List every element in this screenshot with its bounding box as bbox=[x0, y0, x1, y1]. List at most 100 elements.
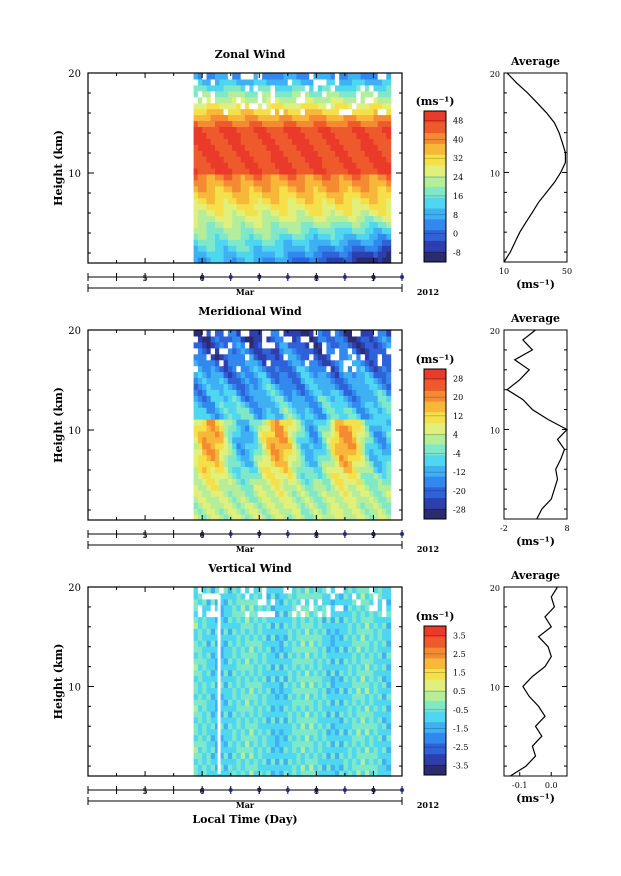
heatmap-cell bbox=[210, 156, 216, 163]
heatmap-cell bbox=[275, 610, 280, 618]
heatmap-cell bbox=[223, 191, 229, 199]
heatmap-cell bbox=[249, 746, 255, 753]
heatmap-cell bbox=[262, 734, 267, 742]
heatmap-cell bbox=[236, 746, 242, 753]
heatmap-cell bbox=[262, 699, 267, 706]
heatmap-cell bbox=[287, 330, 293, 337]
heatmap-cell bbox=[382, 347, 387, 355]
heatmap-cell bbox=[279, 96, 285, 104]
heatmap-cell bbox=[283, 646, 289, 653]
heatmap-cell bbox=[197, 84, 203, 92]
heatmap-cell bbox=[300, 675, 306, 683]
heatmap-cell bbox=[227, 699, 233, 706]
heatmap-cell bbox=[236, 430, 242, 438]
heatmap-cell bbox=[309, 377, 315, 384]
heatmap-cell bbox=[330, 245, 336, 252]
heatmap-cell bbox=[386, 185, 392, 193]
heatmap-cell bbox=[304, 191, 310, 199]
heatmap-cell bbox=[245, 215, 250, 222]
heatmap-cell bbox=[240, 413, 246, 420]
heatmap-cell bbox=[343, 359, 349, 367]
month-label: Mar bbox=[236, 544, 255, 554]
heatmap-cell bbox=[232, 371, 238, 379]
heatmap-cell bbox=[360, 173, 366, 181]
heatmap-cell bbox=[309, 407, 315, 414]
heatmap-cell bbox=[197, 126, 203, 133]
heatmap-cell bbox=[193, 652, 199, 659]
heatmap-cell bbox=[313, 179, 319, 187]
heatmap-cell bbox=[382, 711, 387, 718]
heatmap-cell bbox=[326, 233, 332, 240]
heatmap-cell bbox=[270, 173, 276, 181]
heatmap-cell bbox=[287, 687, 293, 694]
heatmap-cell bbox=[382, 209, 387, 217]
heatmap-cell bbox=[283, 138, 289, 145]
heatmap-cell bbox=[334, 640, 340, 647]
heatmap-cell bbox=[386, 102, 392, 110]
heatmap-cell bbox=[262, 132, 267, 139]
heatmap-cell bbox=[240, 460, 246, 468]
heatmap-cell bbox=[386, 150, 392, 157]
heatmap-cell bbox=[300, 73, 306, 80]
heatmap-cell bbox=[334, 628, 340, 635]
heatmap-cell bbox=[223, 484, 229, 491]
heatmap-cell bbox=[343, 401, 349, 408]
heatmap-cell bbox=[262, 442, 267, 450]
heatmap-cell bbox=[352, 126, 357, 133]
heatmap-cell bbox=[227, 353, 233, 361]
heatmap-cell bbox=[322, 221, 327, 228]
heatmap-cell bbox=[279, 687, 285, 694]
heatmap-cell bbox=[287, 407, 293, 414]
heatmap-cell bbox=[373, 239, 379, 246]
heatmap-cell bbox=[257, 640, 263, 647]
heatmap-cell bbox=[347, 669, 353, 677]
heatmap-cell bbox=[202, 239, 208, 246]
heatmap-cell bbox=[377, 401, 383, 408]
heatmap-cell bbox=[352, 514, 357, 521]
heatmap-cell bbox=[210, 84, 216, 92]
heatmap-cell bbox=[266, 722, 272, 730]
heatmap-cell bbox=[322, 389, 327, 396]
heatmap-cell bbox=[296, 341, 302, 349]
heatmap-cell bbox=[266, 728, 272, 736]
heatmap-cell bbox=[240, 722, 246, 730]
heatmap-cell bbox=[377, 675, 383, 683]
heatmap-cell bbox=[223, 508, 229, 515]
heatmap-cell bbox=[364, 764, 370, 771]
heatmap-cell bbox=[206, 734, 212, 742]
heatmap-cell bbox=[240, 652, 246, 659]
heatmap-cell bbox=[279, 669, 285, 677]
heatmap-cell bbox=[266, 395, 272, 402]
heatmap-cell bbox=[322, 705, 327, 712]
heatmap-cell bbox=[352, 353, 357, 361]
heatmap-cell bbox=[304, 657, 310, 665]
heatmap-cell bbox=[300, 156, 306, 163]
heatmap-cell bbox=[352, 758, 357, 765]
heatmap-cell bbox=[382, 764, 387, 771]
heatmap-cell bbox=[317, 699, 323, 706]
heatmap-cell bbox=[197, 657, 203, 665]
heatmap-cell bbox=[287, 758, 293, 765]
heatmap-cell bbox=[279, 227, 285, 234]
heatmap-cell bbox=[202, 746, 208, 753]
heatmap-cell bbox=[300, 728, 306, 736]
heatmap-cell bbox=[296, 102, 302, 110]
heatmap-cell bbox=[309, 598, 315, 606]
colorbar-swatch bbox=[424, 411, 446, 424]
heatmap-cell bbox=[223, 365, 229, 373]
heatmap-cell bbox=[227, 102, 233, 110]
heatmap-cell bbox=[347, 716, 353, 724]
heatmap-cell bbox=[210, 144, 216, 151]
heatmap-cell bbox=[283, 598, 289, 606]
heatmap-cell bbox=[223, 168, 229, 175]
heatmap-cell bbox=[197, 78, 203, 86]
heatmap-cell bbox=[257, 752, 263, 759]
heatmap-cell bbox=[215, 484, 220, 491]
heatmap-cell bbox=[275, 425, 280, 432]
heatmap-cell bbox=[339, 652, 345, 659]
heatmap-cell bbox=[352, 478, 357, 485]
heatmap-cell bbox=[360, 126, 366, 133]
heatmap-cell bbox=[339, 592, 345, 600]
heatmap-cell bbox=[245, 490, 250, 497]
heatmap-cell bbox=[245, 102, 250, 110]
